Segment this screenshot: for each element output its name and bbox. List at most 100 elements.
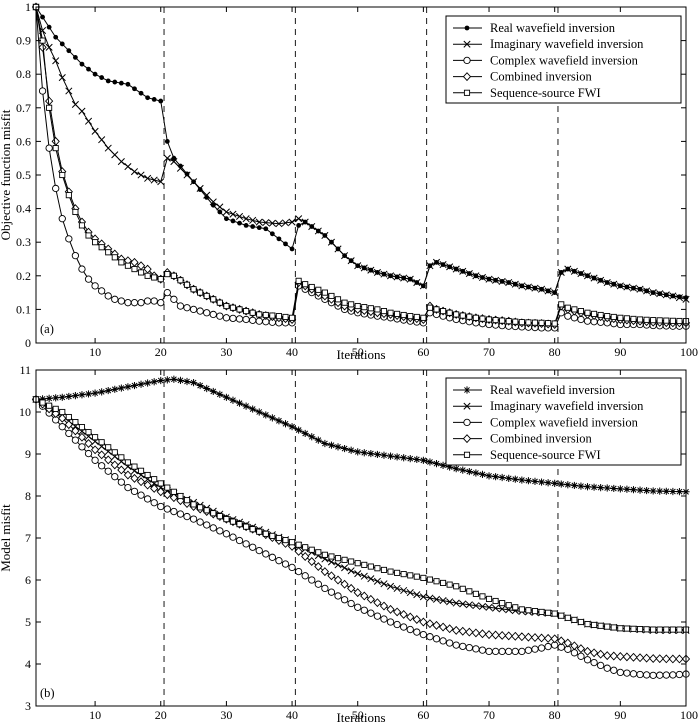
data-point — [465, 627, 474, 637]
data-point — [111, 473, 119, 481]
data-point — [132, 86, 137, 92]
data-point — [478, 629, 487, 639]
data-point — [392, 607, 402, 617]
y-axis-label: Model misfit — [0, 504, 13, 572]
data-point — [610, 484, 618, 493]
data-point — [465, 601, 473, 609]
data-point — [596, 661, 605, 670]
data-point — [98, 244, 105, 251]
legend-item-combined-inversion: Combined inversion — [453, 432, 592, 446]
data-point — [530, 633, 540, 643]
data-point — [348, 301, 355, 308]
data-point — [459, 312, 466, 319]
data-point — [117, 384, 125, 392]
data-point — [268, 414, 276, 422]
data-point — [459, 642, 467, 651]
data-point — [288, 218, 296, 226]
data-point — [636, 626, 644, 633]
data-point — [269, 312, 276, 319]
data-point — [78, 107, 86, 115]
data-point — [321, 231, 329, 240]
data-point — [217, 209, 223, 215]
data-point — [92, 71, 98, 77]
x-tick-label: 70 — [483, 708, 495, 722]
data-point — [413, 628, 421, 636]
data-point — [242, 402, 250, 410]
x-tick-label: 20 — [155, 708, 167, 722]
data-point — [675, 488, 684, 496]
data-point — [163, 505, 171, 513]
data-point — [570, 267, 578, 275]
data-point — [347, 446, 355, 454]
data-point — [275, 534, 282, 542]
data-point — [275, 220, 283, 228]
data-point — [446, 463, 454, 471]
data-point — [558, 301, 565, 308]
data-point — [545, 320, 552, 327]
data-point — [183, 497, 191, 504]
data-point — [512, 318, 519, 325]
data-point — [512, 604, 519, 611]
data-point — [347, 567, 355, 575]
data-point — [609, 651, 618, 661]
data-point — [157, 376, 165, 385]
data-point — [184, 171, 190, 177]
data-point — [453, 311, 460, 318]
data-point — [143, 480, 152, 490]
data-point — [263, 226, 269, 232]
data-point — [118, 80, 124, 86]
data-point — [386, 604, 395, 614]
data-point — [563, 638, 572, 648]
series-real-wavefield-inversion — [32, 375, 690, 496]
data-point — [379, 601, 389, 611]
data-point — [230, 218, 236, 224]
data-point — [538, 285, 546, 293]
data-point — [584, 309, 591, 316]
panel-label: (a) — [40, 322, 54, 336]
data-point — [551, 610, 558, 617]
data-point — [669, 317, 676, 324]
data-point — [597, 276, 605, 284]
data-point — [511, 280, 519, 288]
data-point — [124, 262, 131, 269]
data-point — [85, 232, 92, 239]
data-point — [367, 449, 375, 458]
data-point — [229, 396, 237, 404]
data-point — [662, 654, 671, 664]
data-point — [235, 212, 244, 220]
data-point — [629, 486, 638, 494]
data-point — [176, 510, 185, 518]
data-point — [197, 504, 204, 511]
data-point — [255, 317, 263, 325]
data-point — [485, 316, 493, 323]
y-tick-label: 0.9 — [16, 34, 31, 48]
data-point — [84, 275, 93, 283]
data-point — [452, 265, 460, 273]
data-point — [288, 423, 296, 431]
data-point — [472, 602, 480, 610]
data-point — [327, 588, 336, 596]
data-point — [564, 481, 572, 489]
data-point — [426, 262, 434, 270]
legend-marker — [463, 418, 471, 427]
data-point — [590, 274, 598, 282]
data-point — [419, 282, 427, 290]
x-tick-label: 10 — [89, 345, 101, 359]
data-point — [485, 472, 493, 480]
data-point — [222, 530, 231, 538]
data-point — [570, 481, 578, 490]
data-point — [242, 315, 250, 324]
legend-item-imaginary-wavefield-inversion: Imaginary wavefield inversion — [453, 37, 644, 51]
data-point — [38, 42, 47, 52]
legend-marker — [463, 451, 471, 458]
data-point — [439, 461, 447, 469]
data-point — [256, 225, 262, 231]
panel-b: 10 20 30 40 50 60 70 80 90 100 3 4 5 6 7 8 9 10 11 Iteratio… — [0, 363, 698, 725]
data-point — [222, 393, 231, 401]
data-point — [341, 299, 348, 306]
data-point — [650, 317, 657, 324]
data-point — [84, 390, 93, 398]
y-tick-label: 8 — [25, 489, 31, 503]
data-point — [387, 309, 394, 316]
data-point — [537, 478, 546, 486]
